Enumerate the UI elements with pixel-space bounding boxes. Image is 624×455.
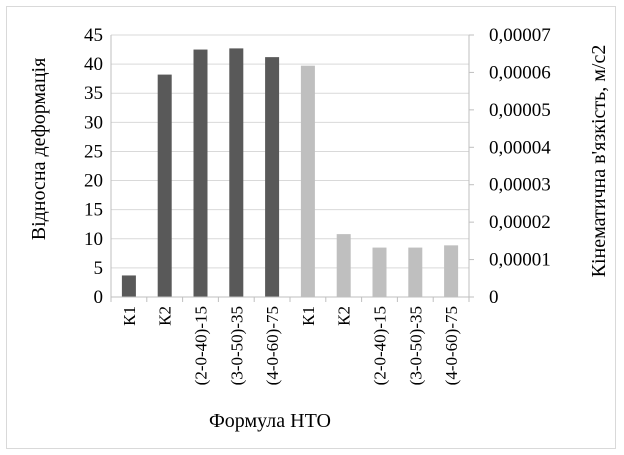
y-tick-label: 5 xyxy=(94,258,104,279)
x-category-label: (4-0-60)-75 xyxy=(442,306,461,385)
x-category-label: (3-0-50)-35 xyxy=(406,306,425,385)
x-axis-title: Формула НТО xyxy=(209,410,331,432)
bar-deformation xyxy=(157,74,172,297)
bar-deformation xyxy=(121,275,136,297)
x-category-label: К1 xyxy=(120,306,139,326)
bar-deformation xyxy=(229,48,244,297)
bar-viscosity xyxy=(372,247,387,297)
y2-tick-label: 0 xyxy=(489,287,499,308)
x-category-label: (3-0-50)-35 xyxy=(227,306,246,385)
x-category-label: К2 xyxy=(335,306,354,326)
bar-viscosity xyxy=(408,247,423,297)
bar-viscosity xyxy=(300,65,315,297)
y-axis-title: Відносна деформація xyxy=(28,58,50,241)
y-tick-label: 15 xyxy=(84,200,103,221)
axes: 0 5 10 15 20 25 30 35 40 45 0 0,00001 0,00002 0,00003… xyxy=(84,25,551,385)
bar-deformation xyxy=(193,49,208,297)
y2-axis-title: Кінематична в'язкість, м/с2 xyxy=(588,45,610,278)
y-tick-label: 30 xyxy=(84,112,103,133)
y-tick-label: 0 xyxy=(94,287,104,308)
bar-viscosity xyxy=(444,245,459,297)
x-category-label: (4-0-60)-75 xyxy=(263,306,282,385)
chart-container: 0 5 10 15 20 25 30 35 40 45 0 0,00001 0,00002 0,00003… xyxy=(6,6,616,449)
chart-svg: 0 5 10 15 20 25 30 35 40 45 0 0,00001 0,00002 0,00003… xyxy=(28,25,610,432)
y-tick-label: 40 xyxy=(84,54,103,75)
bar-viscosity xyxy=(336,234,351,297)
y2-tick-label: 0,00005 xyxy=(489,100,551,121)
y2-tick-label: 0,00001 xyxy=(489,250,551,271)
y2-tick-label: 0,00004 xyxy=(489,137,551,158)
x-category-label: (2-0-40)-15 xyxy=(371,306,390,385)
y2-tick-label: 0,00002 xyxy=(489,212,551,233)
x-category-label: (2-0-40)-15 xyxy=(192,306,211,385)
y-tick-label: 25 xyxy=(84,141,103,162)
y2-tick-label: 0,00007 xyxy=(489,25,551,46)
y-tick-label: 20 xyxy=(84,171,103,192)
y2-tick-label: 0,00003 xyxy=(489,175,551,196)
y-tick-label: 10 xyxy=(84,229,103,250)
bar-deformation xyxy=(265,57,280,297)
x-category-label: К1 xyxy=(299,306,318,326)
y-tick-label: 35 xyxy=(84,83,103,104)
y-tick-label: 45 xyxy=(84,25,103,46)
x-category-label: К2 xyxy=(156,306,175,326)
y2-tick-label: 0,00006 xyxy=(489,62,551,83)
bars xyxy=(121,48,459,297)
